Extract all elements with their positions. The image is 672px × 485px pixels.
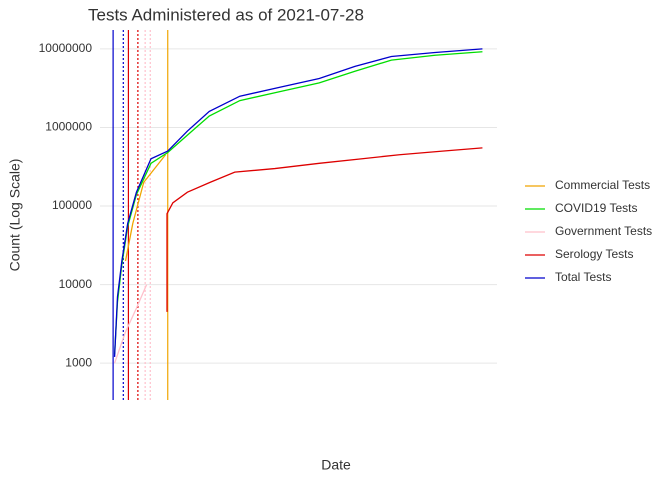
legend-label: Government Tests — [555, 224, 652, 238]
chart-title: Tests Administered as of 2021-07-28 — [88, 5, 364, 24]
series-line — [113, 51, 483, 355]
legend-label: Serology Tests — [555, 247, 634, 261]
y-tick-label: 1000 — [65, 355, 92, 369]
y-tick-label: 10000000 — [39, 41, 93, 55]
series-line — [124, 154, 167, 262]
y-tick-label: 100000 — [52, 198, 92, 212]
series-line — [113, 48, 483, 357]
legend-label: Total Tests — [555, 270, 611, 284]
series-line — [113, 284, 148, 364]
x-axis-label: Date — [321, 457, 351, 473]
legend-label: COVID19 Tests — [555, 201, 637, 215]
y-tick-label: 1000000 — [45, 120, 92, 134]
y-axis-label: Count (Log Scale) — [7, 159, 23, 272]
series-line — [166, 147, 483, 312]
y-tick-label: 10000 — [59, 277, 93, 291]
legend-label: Commercial Tests — [555, 178, 650, 192]
